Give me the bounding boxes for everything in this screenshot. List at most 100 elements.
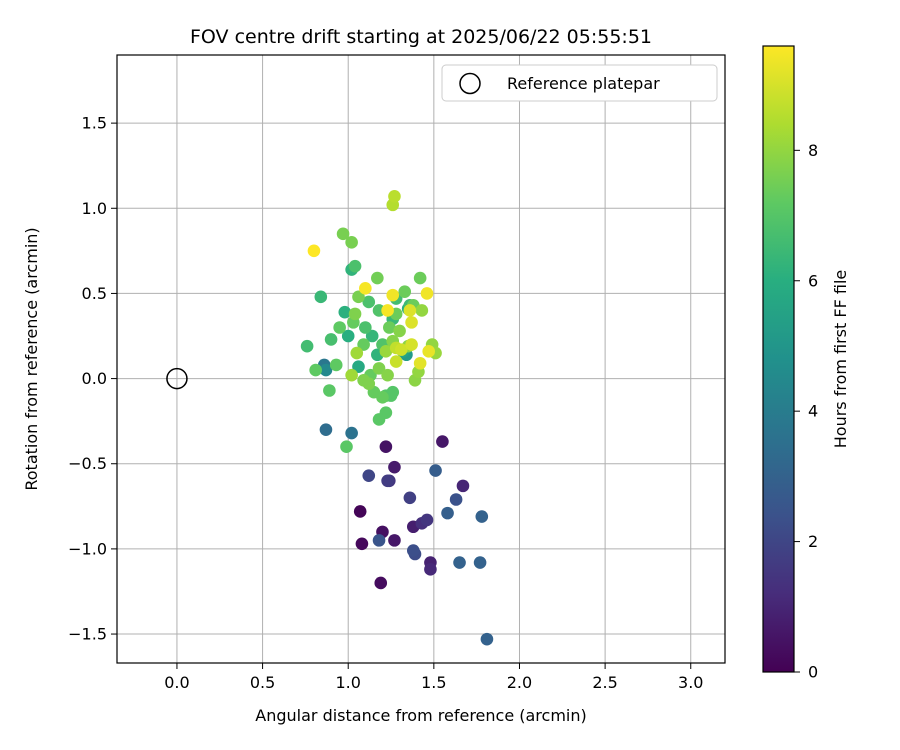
- scatter-point: [362, 377, 376, 390]
- scatter-point: [389, 355, 403, 368]
- scatter-point: [453, 556, 466, 569]
- scatter-point: [359, 321, 372, 334]
- scatter-point: [403, 304, 417, 317]
- scatter-point: [383, 321, 396, 334]
- colorbar-tick-label: 2: [808, 532, 818, 551]
- scatter-point: [388, 460, 401, 474]
- scatter-point: [395, 343, 408, 356]
- reference-platepar-marker: [166, 367, 188, 390]
- scatter-point: [429, 464, 442, 477]
- scatter-point: [362, 295, 376, 309]
- scatter-point: [403, 491, 417, 505]
- colorbar-frame: [762, 45, 795, 673]
- legend-hollow-circle-icon: [459, 72, 481, 95]
- scatter-point: [424, 563, 437, 576]
- scatter-point: [309, 363, 322, 377]
- colorbar-ticks: 0 2 4 6 8: [794, 141, 818, 682]
- scatter-point: [345, 236, 358, 249]
- scatter-point: [371, 271, 384, 285]
- scatter-point: [381, 474, 394, 488]
- scatter-point: [348, 307, 362, 321]
- scatter-point: [336, 227, 350, 241]
- scatter-point: [357, 338, 370, 351]
- scatter-point: [379, 440, 393, 454]
- scatter-point: [398, 285, 412, 299]
- plot-frame: [116, 54, 726, 664]
- colorbar-tick-label: 4: [808, 402, 818, 421]
- scatter-point: [365, 329, 379, 343]
- colorbar-gradient: [763, 46, 794, 672]
- scatter-point: [348, 259, 362, 273]
- y-tick-label: 0.5: [82, 284, 107, 303]
- scatter-point: [386, 288, 400, 302]
- scatter-point: [388, 534, 401, 547]
- y-tick-label: −1.5: [68, 625, 107, 644]
- colorbar-tick-label: 8: [808, 141, 818, 160]
- scatter-point: [372, 534, 386, 547]
- scatter-point: [413, 271, 427, 285]
- scatter-point: [319, 363, 333, 377]
- y-axis-ticks: −1.5 −1.0 −0.5 0.0 0.5 1.0 1.5: [68, 114, 117, 644]
- scatter-point: [338, 305, 352, 319]
- scatter-point: [475, 510, 489, 523]
- colorbar-tick-label: 6: [808, 271, 818, 290]
- y-tick-label: −0.5: [68, 454, 107, 473]
- legend-entry-label: Reference platepar: [507, 74, 660, 93]
- colorbar: 0 2 4 6 8 Hours from first FF file: [762, 45, 850, 682]
- data-points: [300, 190, 494, 646]
- x-tick-label: 0.5: [250, 673, 275, 692]
- scatter-point: [381, 368, 394, 382]
- scatter-point: [480, 632, 494, 646]
- x-tick-label: 0.0: [164, 673, 189, 692]
- colorbar-tick-label: 0: [808, 663, 818, 682]
- scatter-point: [386, 385, 400, 399]
- scatter-point: [374, 576, 388, 590]
- scatter-point: [352, 360, 365, 373]
- scatter-point: [324, 333, 338, 346]
- scatter-point: [300, 339, 314, 353]
- y-tick-label: 0.0: [82, 369, 107, 388]
- x-axis-label: Angular distance from reference (arcmin): [255, 706, 586, 725]
- scatter-point: [345, 368, 358, 382]
- scatter-point: [456, 479, 470, 493]
- y-tick-label: 1.0: [82, 199, 107, 218]
- scatter-point: [436, 435, 449, 448]
- scatter-point: [307, 244, 321, 258]
- scatter-point: [413, 356, 427, 370]
- x-axis-ticks: 0.0 0.5 1.0 1.5 2.0 2.5 3.0: [164, 663, 703, 692]
- scatter-point: [379, 345, 393, 358]
- scatter-point: [333, 321, 346, 334]
- legend: Reference platepar: [441, 64, 718, 102]
- scatter-point: [352, 290, 365, 304]
- scatter-point: [341, 329, 355, 343]
- legend-box: [441, 64, 718, 102]
- x-tick-label: 2.0: [507, 673, 532, 692]
- colorbar-label: Hours from first FF file: [831, 270, 850, 449]
- scatter-point: [441, 506, 454, 520]
- scatter-point: [350, 346, 364, 360]
- scatter-point: [345, 426, 358, 440]
- scatter-point: [405, 316, 418, 329]
- scatter-point: [473, 556, 487, 569]
- x-tick-label: 3.0: [678, 673, 703, 692]
- x-tick-label: 1.0: [335, 673, 360, 692]
- scatter-point: [393, 324, 406, 338]
- scatter-point: [405, 338, 418, 351]
- y-axis-label: Rotation from reference (arcmin): [22, 227, 41, 490]
- scatter-point: [323, 384, 336, 397]
- scatter-point: [420, 287, 434, 300]
- scatter-point: [340, 440, 353, 454]
- chart-title: FOV centre drift starting at 2025/06/22 …: [190, 26, 652, 48]
- scatter-point: [406, 544, 420, 557]
- scatter-point: [372, 413, 386, 426]
- y-tick-label: −1.0: [68, 539, 107, 558]
- scatter-point: [388, 190, 401, 203]
- scatter-point: [355, 537, 369, 551]
- scatter-point: [372, 362, 386, 375]
- y-tick-label: 1.5: [82, 114, 107, 133]
- scatter-point: [422, 345, 436, 358]
- scatter-point: [415, 304, 429, 317]
- scatter-point: [381, 304, 394, 317]
